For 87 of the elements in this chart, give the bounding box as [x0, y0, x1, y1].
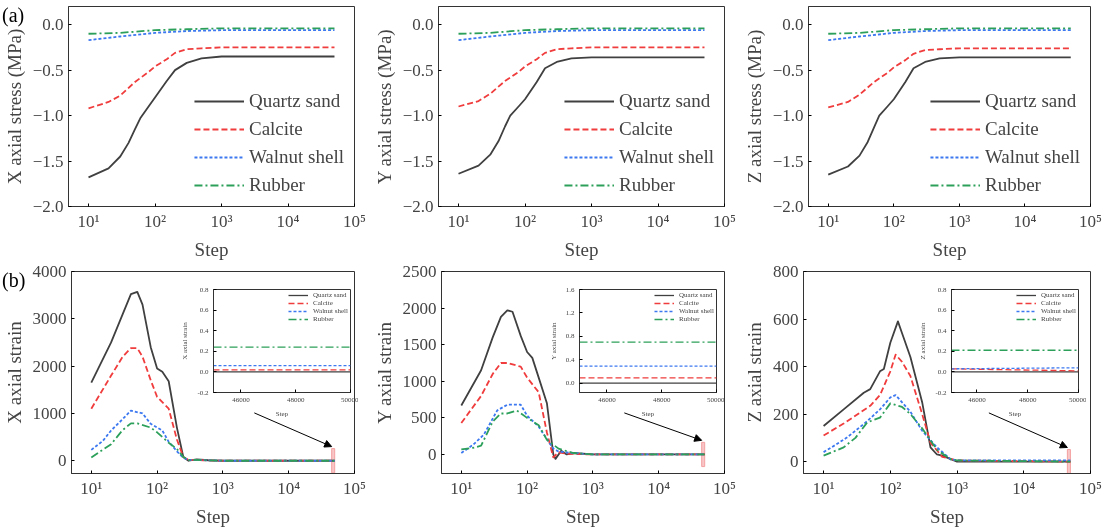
y-axis-title: X axial stress (MPa)	[3, 28, 26, 185]
x-tick-label: 10³	[211, 478, 234, 498]
y-tick-label: 2000	[402, 298, 437, 318]
y-tick-label: 400	[773, 357, 799, 377]
y-tick-label: 0	[790, 452, 799, 472]
y-tick-label: 4000	[32, 262, 67, 281]
y-tick-label: −1.5	[402, 151, 434, 171]
x-axis-title: Step	[196, 505, 230, 527]
x-tick-label: 10³	[948, 211, 971, 231]
x-tick-label: 10⁵	[1079, 478, 1103, 498]
x-axis-title: Step	[566, 505, 600, 527]
y-axis-title: Y axial stress (MPa)	[373, 29, 396, 185]
x-tick-label: 10²	[516, 478, 539, 498]
y-tick-label: 0	[58, 451, 67, 471]
legend-label: Quartz sand	[248, 90, 341, 112]
y-tick-label: −2.0	[402, 197, 434, 216]
x-tick-label: 10⁵	[713, 478, 737, 498]
x-tick-label: 10¹	[812, 478, 835, 498]
y-axis-title: Y axial strain	[373, 321, 395, 424]
y-tick-label: −2.0	[32, 197, 64, 216]
y-tick-label: −1.0	[402, 106, 434, 126]
x-tick-label: 10⁴	[1013, 211, 1037, 231]
x-tick-label: 10³	[581, 478, 604, 498]
x-tick-label: 10⁵	[713, 211, 737, 231]
legend-label: Rubber	[248, 174, 305, 196]
y-axis-title: Z axial stress (MPa)	[743, 29, 766, 184]
legend-label: Calcite	[618, 118, 673, 140]
y-tick-label: 0	[428, 444, 437, 464]
x-tick-label: 10⁵	[343, 478, 367, 498]
x-tick-label: 10³	[946, 478, 969, 498]
x-axis-title: Step	[930, 505, 964, 527]
x-tick-label: 10⁴	[276, 211, 300, 231]
legend-label: Walnut shell	[984, 146, 1080, 168]
y-tick-label: 2000	[32, 356, 67, 376]
y-tick-label: 0.0	[412, 15, 434, 35]
x-tick-label: 10⁵	[343, 211, 367, 231]
x-axis-title: Step	[194, 238, 229, 260]
y-tick-label: 600	[773, 309, 799, 329]
y-tick-label: −1.5	[772, 151, 804, 171]
y-tick-label: 1000	[402, 371, 437, 391]
y-tick-label: 500	[411, 408, 437, 428]
x-tick-label: 10¹	[77, 211, 100, 231]
x-tick-label: 10⁵	[1079, 211, 1103, 231]
x-tick-label: 10¹	[817, 211, 840, 231]
y-tick-label: −0.5	[402, 60, 434, 80]
y-tick-label: 1000	[32, 403, 67, 423]
y-tick-label: 1500	[402, 335, 437, 355]
y-tick-label: 200	[773, 404, 799, 424]
y-tick-label: 0.0	[782, 15, 804, 35]
x-tick-label: 10⁴	[646, 211, 670, 231]
x-tick-label: 10²	[146, 478, 169, 498]
y-tick-label: −1.0	[772, 106, 804, 126]
x-tick-label: 10²	[879, 478, 902, 498]
x-tick-label: 10⁴	[1012, 478, 1036, 498]
y-tick-label: −0.5	[772, 60, 804, 80]
x-tick-label: 10²	[513, 211, 537, 231]
y-tick-label: 3000	[32, 309, 67, 329]
x-tick-label: 10¹	[80, 478, 103, 498]
x-tick-label: 10⁴	[277, 478, 301, 498]
y-tick-label: 0.0	[42, 15, 64, 35]
x-tick-label: 10³	[210, 211, 233, 231]
y-tick-label: −1.5	[32, 151, 64, 171]
legend-label: Rubber	[984, 174, 1041, 196]
y-axis-title: Z axial strain	[744, 321, 765, 423]
x-tick-label: 10¹	[450, 478, 473, 498]
x-tick-label: 10⁴	[647, 478, 671, 498]
legend-label: Walnut shell	[248, 146, 344, 168]
text: (b)	[2, 269, 26, 292]
legend-label: Quartz sand	[984, 90, 1077, 112]
legend-label: Calcite	[248, 118, 303, 140]
x-tick-label: 10³	[580, 211, 603, 231]
y-tick-label: 2500	[402, 262, 437, 281]
x-tick-label: 10²	[882, 211, 905, 231]
x-axis-title: Step	[932, 238, 967, 260]
y-tick-label: −0.5	[32, 60, 64, 80]
y-tick-label: −2.0	[772, 197, 804, 216]
legend-label: Calcite	[984, 118, 1039, 140]
y-tick-label: −1.0	[32, 106, 64, 126]
x-tick-label: 10²	[143, 211, 167, 231]
x-axis-title: Step	[564, 238, 599, 260]
legend-label: Quartz sand	[618, 90, 711, 112]
y-tick-label: 800	[773, 262, 799, 281]
x-tick-label: 10¹	[447, 211, 470, 231]
y-axis-title: X axial strain	[3, 320, 25, 424]
text: (a)	[2, 4, 25, 27]
legend-label: Walnut shell	[618, 146, 714, 168]
legend-label: Rubber	[618, 174, 675, 196]
